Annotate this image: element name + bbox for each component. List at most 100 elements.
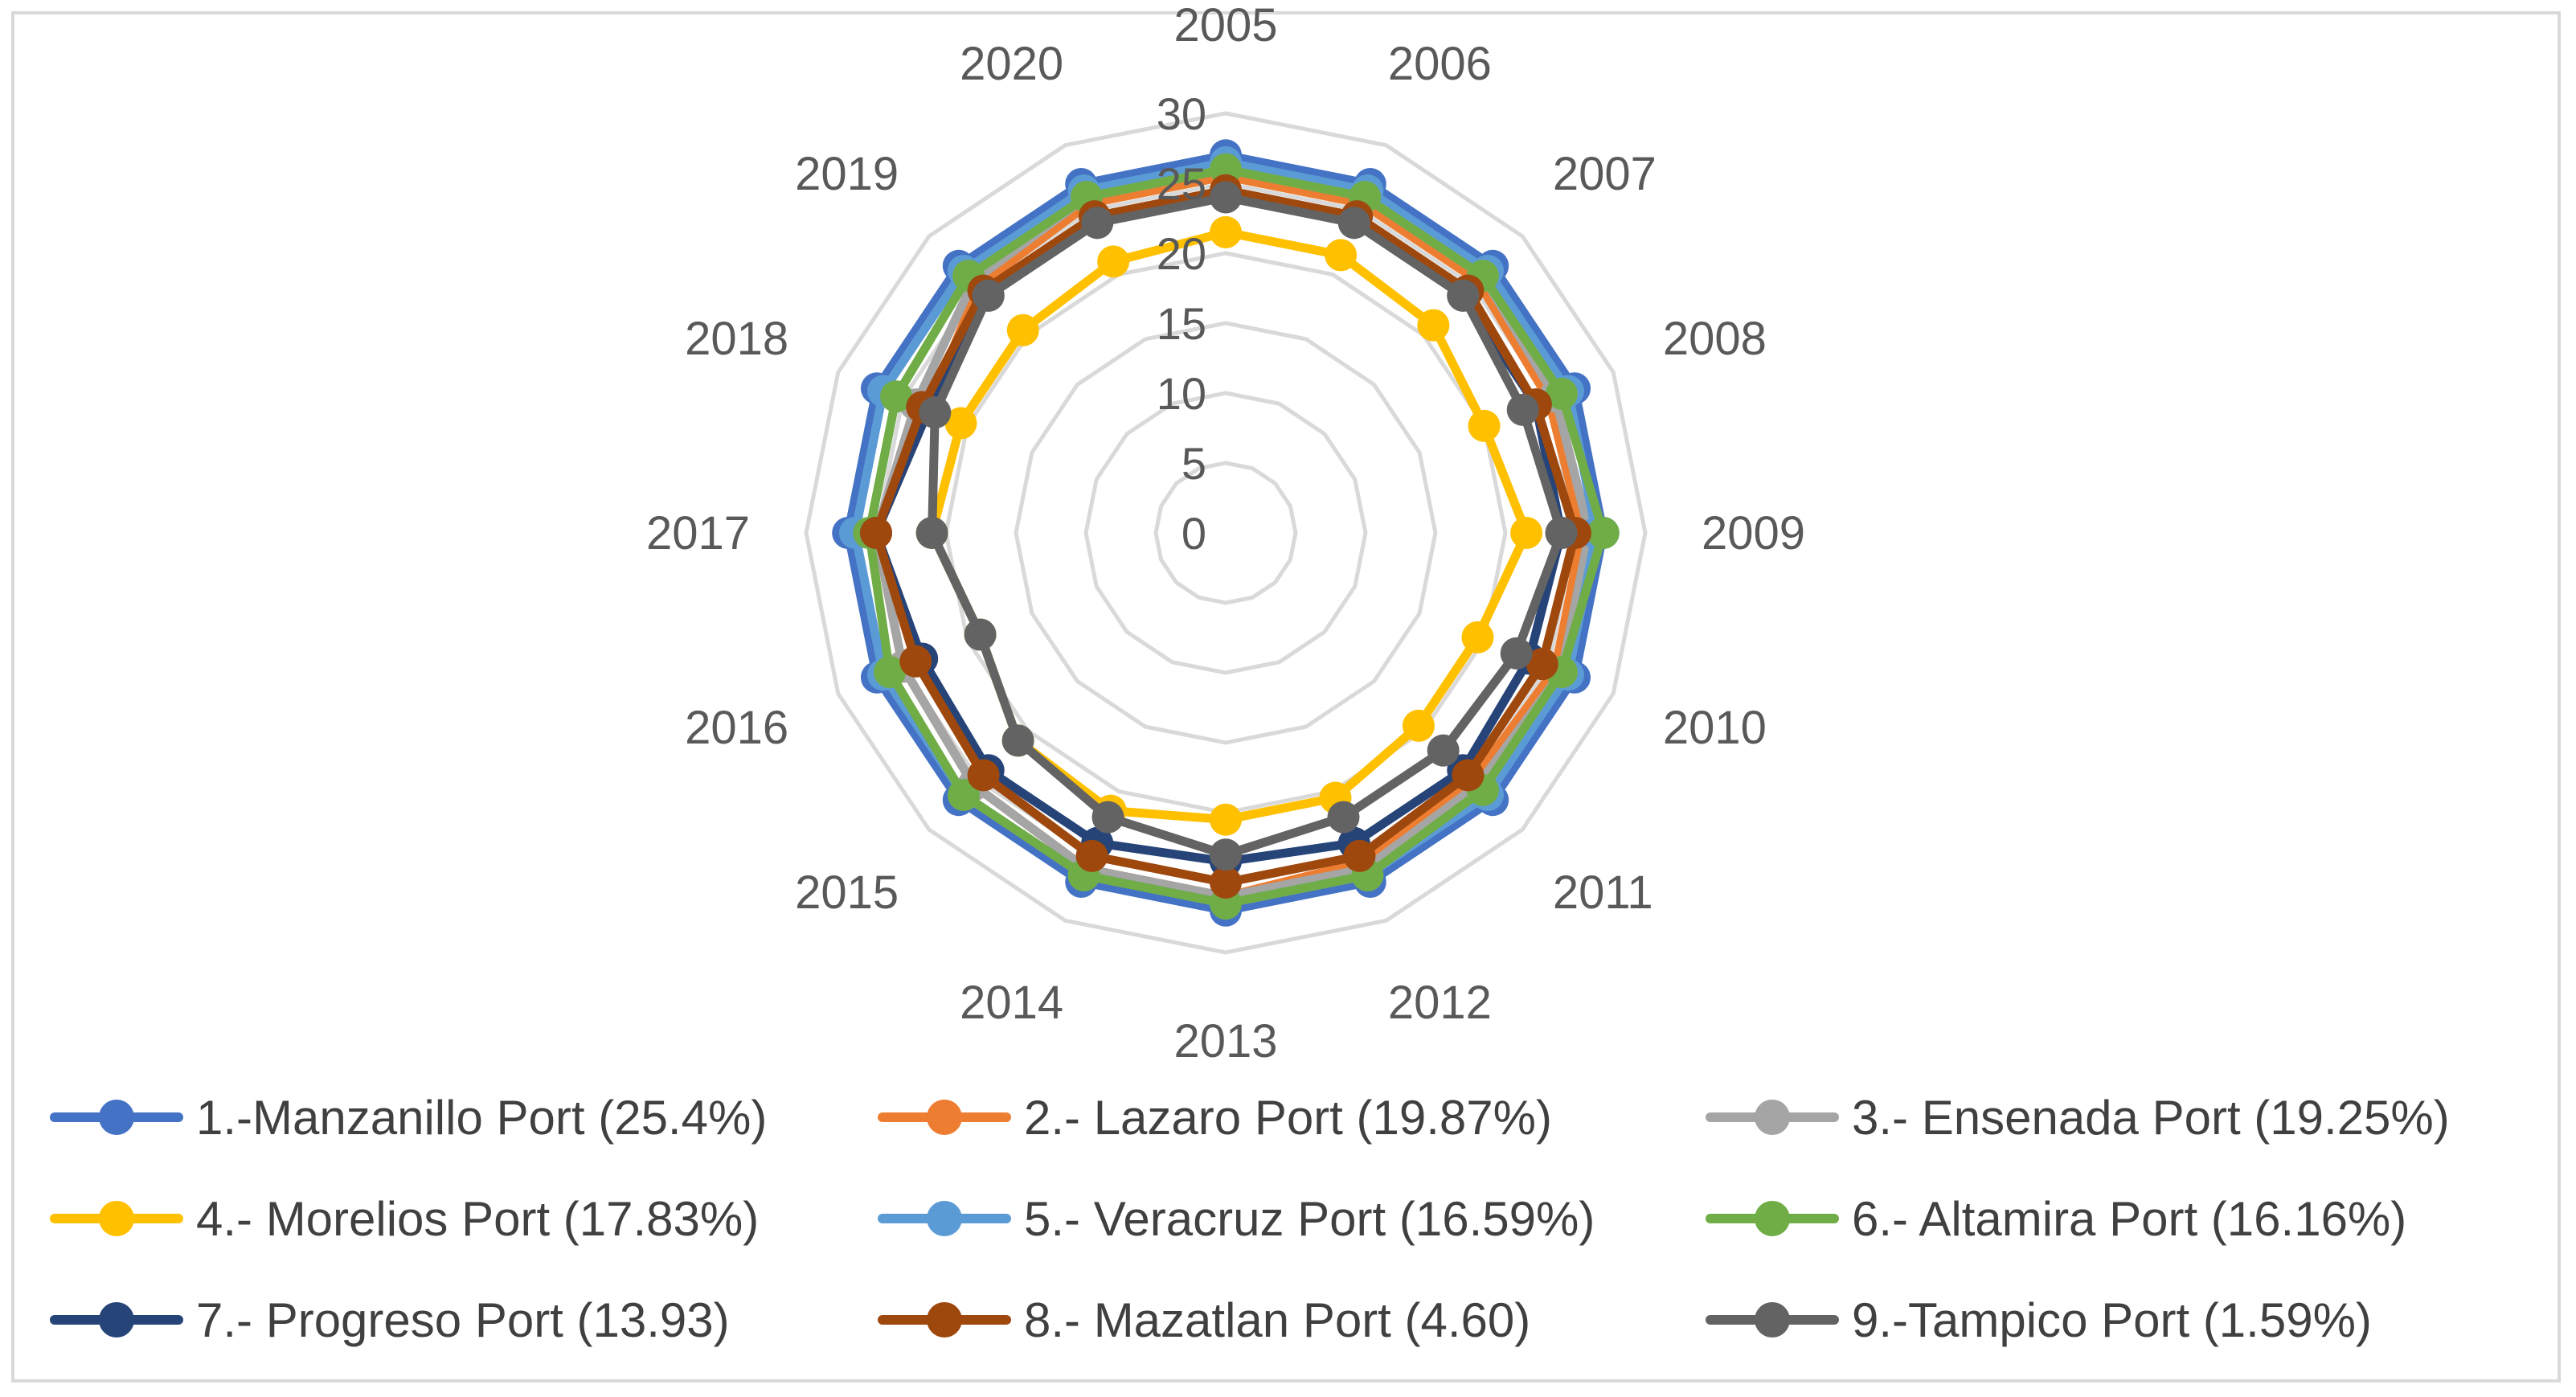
data-point	[1427, 734, 1460, 767]
tick-label: 15	[1157, 298, 1206, 349]
category-label: 2007	[1553, 148, 1657, 200]
legend-label: 7.- Progreso Port (13.93)	[196, 1293, 730, 1347]
radar-chart: 0 5 10 15 20 25 30 2005 2006 2007 2008 2009 2010 201…	[646, 0, 1805, 1067]
category-label: 2008	[1663, 313, 1767, 365]
legend-swatch	[878, 1100, 1011, 1135]
legend-item: 9.-Tampico Port (1.59%)	[1704, 1276, 2372, 1364]
legend-item: 7.- Progreso Port (13.93)	[48, 1276, 730, 1364]
legend-item: 2.- Lazaro Port (19.87%)	[876, 1073, 1552, 1161]
category-label: 2015	[795, 866, 899, 919]
legend-label: 3.- Ensenada Port (19.25%)	[1852, 1090, 2450, 1145]
category-label: 2019	[795, 148, 899, 200]
category-label: 2016	[685, 702, 788, 754]
legend-swatch	[878, 1302, 1011, 1338]
data-point	[1545, 377, 1578, 410]
legend-item: 6.- Altamira Port (16.16%)	[1704, 1174, 2406, 1263]
data-point	[972, 279, 1005, 312]
data-point	[1343, 839, 1376, 872]
data-point	[1468, 409, 1501, 442]
legend-swatch	[1706, 1302, 1839, 1338]
legend-item: 1.-Manzanillo Port (25.4%)	[48, 1073, 767, 1161]
tick-label: 25	[1157, 158, 1206, 209]
data-point	[1097, 245, 1130, 278]
category-label: 2010	[1663, 702, 1767, 754]
data-point	[1500, 637, 1533, 670]
data-point	[1545, 517, 1578, 549]
radar-series	[832, 139, 1620, 927]
data-point	[1091, 801, 1124, 834]
category-label: 2005	[1173, 0, 1277, 51]
data-point	[1006, 313, 1039, 346]
legend-label: 5.- Veracruz Port (16.59%)	[1024, 1191, 1595, 1246]
category-label: 2020	[960, 38, 1063, 90]
data-point	[1210, 181, 1242, 214]
category-label: 2017	[646, 507, 750, 559]
data-point	[1210, 215, 1242, 248]
data-point	[1526, 648, 1558, 681]
data-point	[964, 618, 997, 651]
data-point	[1001, 724, 1034, 757]
legend-item: 8.- Mazatlan Port (4.60)	[876, 1276, 1530, 1364]
tick-label: 30	[1157, 88, 1206, 139]
legend-item: 5.- Veracruz Port (16.59%)	[876, 1174, 1595, 1263]
data-point	[1587, 517, 1620, 549]
legend-label: 9.-Tampico Port (1.59%)	[1852, 1293, 2372, 1347]
data-point	[919, 396, 952, 429]
data-point	[1210, 803, 1242, 836]
grid-ring-5	[1153, 461, 1298, 605]
data-point	[1461, 621, 1494, 653]
data-point	[1402, 709, 1435, 742]
tick-label: 5	[1182, 438, 1206, 489]
data-point	[1210, 838, 1242, 871]
radial-tick-labels: 0 5 10 15 20 25 30	[1157, 88, 1206, 559]
data-point	[1417, 309, 1450, 342]
legend-label: 6.- Altamira Port (16.16%)	[1852, 1191, 2407, 1246]
category-labels: 2005200620072008200920102011201220132014…	[646, 0, 1805, 1067]
legend-label: 4.- Morelios Port (17.83%)	[196, 1191, 760, 1246]
legend-label: 1.-Manzanillo Port (25.4%)	[196, 1090, 768, 1145]
data-point	[880, 380, 913, 413]
legend-swatch	[50, 1302, 183, 1338]
legend-label: 8.- Mazatlan Port (4.60)	[1024, 1293, 1531, 1347]
data-point	[967, 759, 1000, 792]
data-point	[1325, 239, 1358, 272]
data-point	[1452, 759, 1485, 792]
grid-ring-30	[804, 111, 1648, 955]
data-point	[1081, 207, 1114, 240]
legend-swatch	[1706, 1100, 1839, 1135]
data-point	[944, 407, 977, 440]
legend-item: 4.- Morelios Port (17.83%)	[48, 1174, 759, 1263]
category-label: 2009	[1702, 507, 1805, 559]
category-label: 2006	[1388, 38, 1492, 90]
data-point	[899, 645, 932, 678]
data-point	[1506, 393, 1539, 426]
data-point	[1447, 279, 1480, 312]
data-point	[915, 517, 948, 549]
data-point	[1075, 839, 1108, 872]
data-point	[1510, 517, 1543, 549]
series-8	[860, 174, 1591, 899]
tick-label: 10	[1157, 368, 1206, 419]
legend-swatch	[50, 1201, 183, 1236]
category-label: 2018	[685, 313, 788, 365]
category-label: 2012	[1388, 977, 1492, 1029]
tick-label: 20	[1157, 228, 1206, 279]
category-label: 2014	[960, 977, 1063, 1029]
data-point	[1327, 801, 1360, 834]
legend-swatch	[1706, 1201, 1839, 1236]
category-label: 2013	[1173, 1015, 1277, 1067]
data-point	[1337, 207, 1370, 240]
grid-ring-10	[1083, 391, 1368, 675]
category-label: 2011	[1553, 866, 1653, 919]
legend: 1.-Manzanillo Port (25.4%) 2.- Lazaro Por…	[48, 1073, 2540, 1379]
legend-label: 2.- Lazaro Port (19.87%)	[1024, 1090, 1552, 1145]
tick-label: 0	[1182, 508, 1206, 559]
data-point	[860, 517, 892, 549]
data-point	[874, 656, 907, 689]
series-9	[915, 181, 1578, 871]
grid-ring-15	[1014, 321, 1438, 745]
data-point	[1210, 866, 1242, 899]
legend-item: 3.- Ensenada Port (19.25%)	[1704, 1073, 2450, 1161]
legend-swatch	[50, 1100, 183, 1135]
data-point	[947, 779, 980, 812]
